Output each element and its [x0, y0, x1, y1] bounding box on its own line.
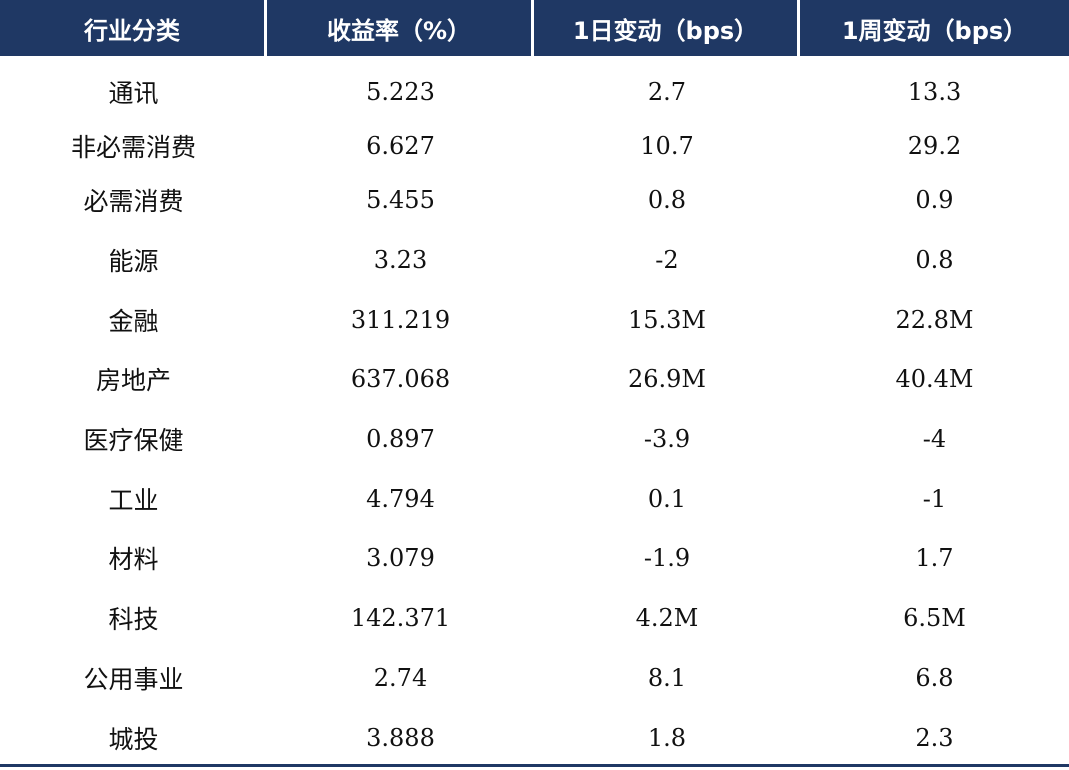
table-row: 非必需消费 6.627 10.7 29.2 — [0, 118, 1069, 174]
sector-cell: 金融 — [108, 307, 159, 336]
change-1w-cell: 40.4M — [895, 365, 974, 393]
change-1d-cell: 2.7 — [647, 78, 687, 106]
change-1w-cell: 0.8 — [915, 246, 954, 274]
change-1d-cell: 8.1 — [647, 664, 687, 692]
table-row: 城投 3.888 1.8 2.3 — [0, 710, 1069, 766]
change-1w-cell: 1.7 — [915, 544, 954, 572]
header-sector: 行业分类 — [0, 0, 264, 56]
sector-cell: 能源 — [108, 247, 159, 276]
sector-cell: 城投 — [108, 725, 159, 754]
table-header: 行业分类 收益率（%） 1日变动（bps） 1周变动（bps） — [0, 0, 1069, 60]
change-1d-cell: -3.9 — [643, 425, 691, 453]
sector-cell: 通讯 — [108, 79, 159, 108]
table-row: 必需消费 5.455 0.8 0.9 — [0, 172, 1069, 228]
yield-cell: 3.23 — [373, 246, 428, 274]
yield-cell: 637.068 — [350, 365, 451, 393]
change-1w-cell: 13.3 — [907, 78, 962, 106]
yield-cell: 2.74 — [373, 664, 428, 692]
sector-cell: 科技 — [108, 605, 159, 634]
yield-cell: 311.219 — [350, 306, 451, 334]
change-1w-cell: 6.5M — [903, 604, 966, 632]
yield-cell: 5.455 — [366, 186, 435, 214]
yield-cell: 3.888 — [366, 724, 435, 752]
table-row: 通讯 5.223 2.7 13.3 — [0, 64, 1069, 120]
sector-cell: 材料 — [108, 545, 159, 574]
sector-cell: 公用事业 — [83, 665, 184, 694]
sector-cell: 工业 — [108, 486, 159, 515]
sector-cell: 非必需消费 — [70, 133, 196, 162]
change-1w-cell: 6.8 — [915, 664, 954, 692]
table-row: 医疗保健 0.897 -3.9 -4 — [0, 411, 1069, 467]
table-row: 能源 3.23 -2 0.8 — [0, 232, 1069, 288]
change-1d-cell: 1.8 — [647, 724, 687, 752]
sector-cell: 房地产 — [95, 366, 171, 395]
change-1w-cell: 22.8M — [895, 306, 974, 334]
sector-cell: 医疗保健 — [83, 426, 184, 455]
change-1d-cell: 0.1 — [647, 485, 687, 513]
yield-cell: 0.897 — [366, 425, 435, 453]
yield-cell: 142.371 — [350, 604, 451, 632]
change-1d-cell: 26.9M — [627, 365, 706, 393]
change-1w-cell: 0.9 — [915, 186, 954, 214]
yield-cell: 3.079 — [366, 544, 435, 572]
change-1w-cell: 2.3 — [915, 724, 954, 752]
yield-cell: 6.627 — [366, 132, 435, 160]
change-1d-cell: 10.7 — [640, 132, 694, 160]
sector-cell: 必需消费 — [83, 187, 184, 216]
table-row: 金融 311.219 15.3M 22.8M — [0, 292, 1069, 348]
yield-cell: 5.223 — [366, 78, 435, 106]
header-1w-change: 1周变动（bps） — [800, 0, 1069, 56]
header-1d-change: 1日变动（bps） — [534, 0, 797, 56]
change-1d-cell: 15.3M — [627, 306, 706, 334]
change-1w-cell: -4 — [922, 425, 947, 453]
header-yield: 收益率（%） — [267, 0, 531, 56]
change-1w-cell: -1 — [922, 485, 947, 513]
change-1d-cell: -1.9 — [643, 544, 691, 572]
table-row: 科技 142.371 4.2M 6.5M — [0, 590, 1069, 646]
change-1d-cell: 0.8 — [647, 186, 687, 214]
table-row: 房地产 637.068 26.9M 40.4M — [0, 351, 1069, 407]
change-1w-cell: 29.2 — [907, 132, 962, 160]
table-row: 材料 3.079 -1.9 1.7 — [0, 530, 1069, 586]
yield-cell: 4.794 — [366, 485, 435, 513]
table-row: 工业 4.794 0.1 -1 — [0, 471, 1069, 527]
change-1d-cell: 4.2M — [635, 604, 699, 632]
change-1d-cell: -2 — [655, 246, 679, 274]
table-row: 公用事业 2.74 8.1 6.8 — [0, 650, 1069, 706]
table-bottom-rule — [0, 764, 1069, 767]
